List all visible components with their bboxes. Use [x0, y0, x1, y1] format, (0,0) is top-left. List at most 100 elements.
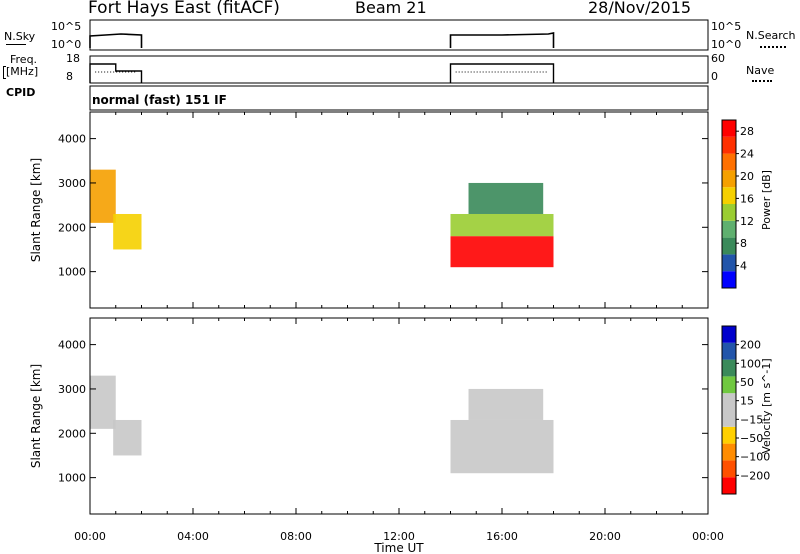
power-region-1 — [113, 213, 142, 250]
velocity-ylabel: Slant Range [km] — [29, 364, 43, 468]
xtick-label-1: 04:00 — [177, 530, 209, 543]
velocity-colorbar-label-4: −15 — [740, 413, 763, 426]
power-region-0 — [90, 169, 116, 223]
power-ytick-label-3: 4000 — [58, 133, 86, 146]
velocity-colorbar-label-5: −50 — [740, 432, 763, 445]
velocity-colorbar-label-0: 200 — [740, 339, 761, 352]
velocity-panel-frame — [89, 317, 709, 515]
xtick-label-6: 00:00 — [692, 530, 724, 543]
velocity-colorbar-label-2: 50 — [740, 376, 754, 389]
velocity-colorbar-seg-9 — [722, 326, 736, 343]
power-colorbar-seg-0 — [722, 271, 736, 288]
freq-trace-2 — [449, 63, 555, 83]
power-colorbar-frame — [721, 119, 737, 289]
xtick-label-0: 00:00 — [74, 530, 106, 543]
velocity-ytick-label-3: 4000 — [58, 339, 86, 352]
power-colorbar-seg-7 — [722, 153, 736, 171]
freq-bracket — [3, 66, 6, 79]
velocity-colorbar-seg-2 — [722, 443, 736, 461]
nsearch-tick-bottom: 10^0 — [711, 38, 742, 51]
velocity-colorbar-seg-6 — [722, 376, 736, 394]
velocity-colorbar-seg-7 — [722, 359, 736, 377]
velocity-colorbar-seg-4 — [722, 410, 736, 427]
nsearch-tick-top: 10^5 — [711, 20, 742, 33]
freq-label: Freq. — [10, 53, 38, 66]
freq-tick-top: 18 — [66, 52, 80, 65]
power-colorbar-seg-1 — [722, 254, 736, 272]
power-colorbar-seg-5 — [722, 187, 736, 204]
cpid-value: normal (fast) 151 IF — [92, 93, 227, 107]
freq-unit-label: [MHz] — [6, 65, 39, 78]
power-region-2 — [450, 236, 554, 268]
velocity-region-2 — [450, 419, 554, 474]
power-colorbar-seg-4 — [722, 204, 736, 221]
velocity-region-1 — [113, 419, 142, 456]
nsky-panel-frame — [89, 19, 709, 51]
cpid-label: CPID — [6, 86, 36, 99]
nsky-trace-2 — [449, 32, 555, 48]
freq-tick-bottom: 8 — [66, 70, 73, 83]
heatmap-velocity — [90, 375, 554, 474]
velocity-colorbar-title: Velocity [m s^-1] — [760, 358, 773, 453]
nave-label: Nave — [746, 64, 775, 77]
velocity-colorbar-seg-1 — [722, 460, 736, 478]
power-colorbar-seg-6 — [722, 170, 736, 188]
freq-trace-1 — [89, 63, 143, 83]
power-ytick-label-0: 1000 — [58, 266, 86, 279]
power-colorbar-title: Power [dB] — [760, 170, 773, 230]
power-colorbar-seg-8 — [722, 136, 736, 154]
velocity-colorbar-seg-8 — [722, 342, 736, 360]
nsearch-label: N.Search — [746, 29, 796, 42]
nave-tick-bottom: 0 — [711, 70, 718, 83]
power-region-3 — [450, 213, 554, 237]
power-region-4 — [468, 182, 544, 214]
power-colorbar-label-1: 8 — [740, 237, 747, 250]
nsky-label: N.Sky — [4, 30, 36, 43]
power-colorbar-label-4: 20 — [740, 170, 754, 183]
nsearch-legend-line — [760, 46, 786, 48]
station-title: Fort Hays East (fitACF) — [88, 0, 280, 18]
power-colorbar-seg-9 — [722, 120, 736, 137]
power-colorbar-label-5: 24 — [740, 148, 754, 161]
velocity-ytick-label-2: 3000 — [58, 383, 86, 396]
velocity-ytick-label-1: 2000 — [58, 427, 86, 440]
nsky-trace-1 — [89, 33, 143, 48]
power-colorbar-seg-3 — [722, 220, 736, 238]
velocity-colorbar-label-6: −100 — [740, 451, 770, 464]
xlabel: Time UT — [373, 541, 424, 554]
velocity-region-0 — [90, 375, 116, 429]
power-colorbar-label-2: 12 — [740, 215, 754, 228]
velocity-colorbar-frame — [721, 325, 737, 495]
nsky-tick-bottom: 10^0 — [51, 38, 82, 51]
power-colorbar-seg-2 — [722, 237, 736, 255]
velocity-colorbar-label-1: 100 — [740, 357, 761, 370]
xtick-label-3: 12:00 — [383, 530, 415, 543]
nave-tick-top: 60 — [711, 52, 725, 65]
velocity-colorbar-label-7: −200 — [740, 469, 770, 482]
cpid-panel-frame — [89, 85, 709, 111]
beam-title: Beam 21 — [355, 0, 427, 17]
power-colorbar-label-6: 28 — [740, 125, 754, 138]
velocity-ytick-label-0: 1000 — [58, 472, 86, 485]
velocity-colorbar-seg-3 — [722, 426, 736, 444]
freq-panel-frame — [89, 55, 709, 84]
power-panel-frame — [89, 111, 709, 309]
nave-legend-line — [752, 80, 772, 82]
xtick-label-2: 08:00 — [280, 530, 312, 543]
power-colorbar-label-0: 4 — [740, 260, 747, 273]
velocity-region-3 — [468, 388, 544, 420]
xtick-label-5: 20:00 — [589, 530, 621, 543]
nsky-legend-line — [6, 44, 26, 45]
velocity-colorbar-seg-0 — [722, 477, 736, 494]
nsky-tick-top: 10^5 — [51, 20, 82, 33]
power-colorbar-label-3: 16 — [740, 192, 754, 205]
velocity-colorbar-label-3: 15 — [740, 395, 754, 408]
power-ylabel: Slant Range [km] — [29, 158, 43, 262]
xtick-label-4: 16:00 — [486, 530, 518, 543]
heatmap-power — [90, 169, 554, 268]
power-ytick-label-2: 3000 — [58, 177, 86, 190]
power-ytick-label-1: 2000 — [58, 221, 86, 234]
velocity-colorbar-seg-5 — [722, 393, 736, 410]
date-title: 28/Nov/2015 — [588, 0, 692, 17]
